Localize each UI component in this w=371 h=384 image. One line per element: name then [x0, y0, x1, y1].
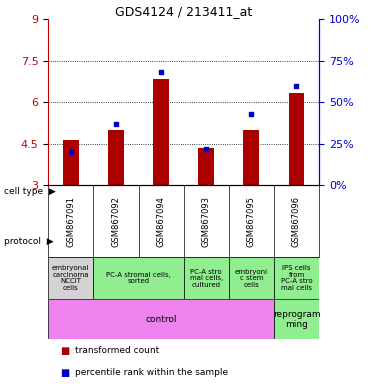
Text: embryoni
c stem
cells: embryoni c stem cells: [235, 268, 268, 288]
Point: [203, 146, 209, 152]
Bar: [274, 257, 319, 300]
Bar: [184, 257, 229, 300]
Bar: [243, 130, 259, 185]
Bar: [229, 257, 274, 300]
Point: [293, 83, 299, 89]
Text: reprogram
ming: reprogram ming: [273, 310, 320, 329]
Text: GSM867092: GSM867092: [111, 195, 121, 247]
Bar: [108, 130, 124, 185]
Bar: [48, 300, 274, 339]
Text: ■: ■: [60, 368, 69, 378]
Point: [158, 70, 164, 76]
Text: ■: ■: [60, 346, 69, 356]
Bar: [153, 79, 169, 185]
Text: percentile rank within the sample: percentile rank within the sample: [75, 368, 229, 377]
Point: [113, 121, 119, 127]
Text: PC-A stromal cells,
sorted: PC-A stromal cells, sorted: [106, 272, 171, 284]
Text: cell type  ▶: cell type ▶: [4, 187, 55, 197]
Text: GSM867091: GSM867091: [66, 195, 75, 247]
Bar: [198, 148, 214, 185]
Text: IPS cells
from
PC-A stro
mal cells: IPS cells from PC-A stro mal cells: [281, 265, 312, 291]
Point: [68, 149, 74, 155]
Text: GSM867096: GSM867096: [292, 195, 301, 247]
Text: GSM867095: GSM867095: [247, 195, 256, 247]
Text: embryonal
carcinoma
NCCIT
cells: embryonal carcinoma NCCIT cells: [52, 265, 89, 291]
Text: control: control: [145, 315, 177, 324]
Text: GSM867094: GSM867094: [157, 195, 165, 247]
Point: [249, 111, 255, 117]
Text: transformed count: transformed count: [75, 346, 160, 355]
Text: PC-A stro
mal cells,
cultured: PC-A stro mal cells, cultured: [190, 268, 223, 288]
Bar: [48, 257, 93, 300]
Text: protocol  ▶: protocol ▶: [4, 237, 53, 247]
Bar: [289, 93, 304, 185]
Bar: [63, 140, 79, 185]
Bar: [274, 300, 319, 339]
Text: GSM867093: GSM867093: [202, 195, 211, 247]
Title: GDS4124 / 213411_at: GDS4124 / 213411_at: [115, 5, 252, 18]
Bar: [93, 257, 184, 300]
